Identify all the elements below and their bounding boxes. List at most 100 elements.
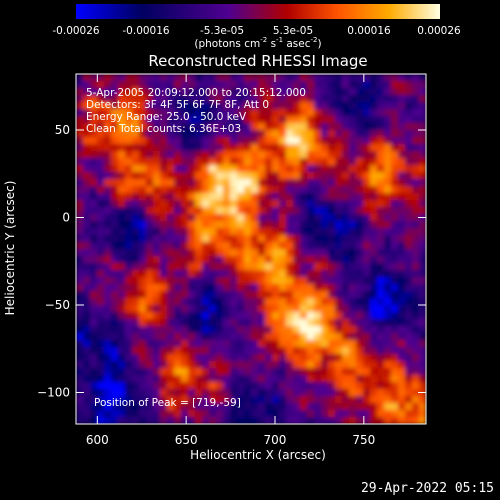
- heatmap-cell: [258, 256, 266, 264]
- heatmap-cell: [412, 256, 420, 264]
- heatmap-cell: [76, 312, 84, 320]
- heatmap-cell: [377, 354, 385, 362]
- heatmap-cell: [83, 74, 91, 82]
- heatmap-cell: [90, 102, 98, 110]
- heatmap-cell: [321, 263, 329, 271]
- heatmap-cell: [160, 81, 168, 89]
- heatmap-cell: [118, 158, 126, 166]
- heatmap-cell: [181, 158, 189, 166]
- heatmap-cell: [195, 382, 203, 390]
- heatmap-cell: [125, 81, 133, 89]
- heatmap-cell: [202, 165, 210, 173]
- heatmap-cell: [412, 158, 420, 166]
- heatmap-cell: [209, 375, 217, 383]
- heatmap-cell: [258, 228, 266, 236]
- heatmap-cell: [153, 417, 161, 424]
- heatmap-cell: [160, 396, 168, 404]
- heatmap-cell: [160, 375, 168, 383]
- heatmap-cell: [230, 242, 238, 250]
- heatmap-cell: [349, 277, 357, 285]
- heatmap-cell: [174, 361, 182, 369]
- heatmap-cell: [412, 263, 420, 271]
- heatmap-cell: [132, 179, 140, 187]
- heatmap-cell: [419, 88, 426, 96]
- heatmap-cell: [321, 172, 329, 180]
- heatmap-cell: [125, 214, 133, 222]
- heatmap-cell: [293, 277, 301, 285]
- heatmap-cell: [307, 88, 315, 96]
- heatmap-cell: [251, 207, 259, 215]
- heatmap-cell: [244, 298, 252, 306]
- heatmap-cell: [384, 74, 392, 82]
- heatmap-cell: [265, 221, 273, 229]
- heatmap-cell: [342, 158, 350, 166]
- heatmap-cell: [237, 102, 245, 110]
- heatmap-cell: [132, 172, 140, 180]
- heatmap-cell: [160, 88, 168, 96]
- heatmap-cell: [111, 270, 119, 278]
- heatmap-cell: [139, 137, 147, 145]
- heatmap-cell: [293, 389, 301, 397]
- heatmap-cell: [272, 130, 280, 138]
- heatmap-cell: [328, 277, 336, 285]
- heatmap-cell: [125, 102, 133, 110]
- heatmap-cell: [314, 88, 322, 96]
- heatmap-cell: [167, 165, 175, 173]
- heatmap-cell: [356, 144, 364, 152]
- heatmap-cell: [405, 368, 413, 376]
- heatmap-cell: [146, 186, 154, 194]
- heatmap-cell: [244, 151, 252, 159]
- heatmap-cell: [307, 319, 315, 327]
- heatmap-cell: [202, 158, 210, 166]
- heatmap-cell: [111, 382, 119, 390]
- heatmap-cell: [349, 179, 357, 187]
- heatmap-cell: [293, 340, 301, 348]
- heatmap-cell: [195, 81, 203, 89]
- heatmap-cell: [279, 186, 287, 194]
- heatmap-cell: [405, 186, 413, 194]
- heatmap-cell: [104, 277, 112, 285]
- heatmap-cell: [237, 221, 245, 229]
- heatmap-cell: [195, 298, 203, 306]
- heatmap-cell: [139, 354, 147, 362]
- heatmap-cell: [384, 228, 392, 236]
- heatmap-cell: [153, 354, 161, 362]
- heatmap-cell: [195, 403, 203, 411]
- heatmap-cell: [160, 305, 168, 313]
- heatmap-cell: [293, 193, 301, 201]
- heatmap-cell: [307, 305, 315, 313]
- heatmap-cell: [125, 354, 133, 362]
- heatmap-cell: [335, 368, 343, 376]
- heatmap-cell: [83, 333, 91, 341]
- heatmap-cell: [153, 305, 161, 313]
- heatmap-cell: [328, 214, 336, 222]
- heatmap-cell: [188, 340, 196, 348]
- heatmap-cell: [153, 284, 161, 292]
- heatmap-cell: [132, 354, 140, 362]
- heatmap-cell: [223, 200, 231, 208]
- heatmap-cell: [279, 242, 287, 250]
- heatmap-cell: [356, 74, 364, 82]
- heatmap-cell: [286, 88, 294, 96]
- heatmap-cell: [258, 319, 266, 327]
- heatmap-cell: [97, 354, 105, 362]
- heatmap-cell: [342, 340, 350, 348]
- heatmap-cell: [167, 95, 175, 103]
- heatmap-cell: [300, 354, 308, 362]
- heatmap-cell: [405, 151, 413, 159]
- heatmap-cell: [153, 333, 161, 341]
- heatmap-cell: [405, 193, 413, 201]
- heatmap-cell: [230, 382, 238, 390]
- heatmap-cell: [335, 270, 343, 278]
- heatmap-cell: [300, 144, 308, 152]
- heatmap-cell: [153, 326, 161, 334]
- heatmap-cell: [300, 242, 308, 250]
- heatmap-cell: [398, 123, 406, 131]
- heatmap-cell: [405, 389, 413, 397]
- heatmap-cell: [104, 193, 112, 201]
- heatmap-cell: [174, 151, 182, 159]
- heatmap-cell: [307, 396, 315, 404]
- heatmap-cell: [307, 214, 315, 222]
- heatmap-cell: [83, 102, 91, 110]
- heatmap-cell: [377, 396, 385, 404]
